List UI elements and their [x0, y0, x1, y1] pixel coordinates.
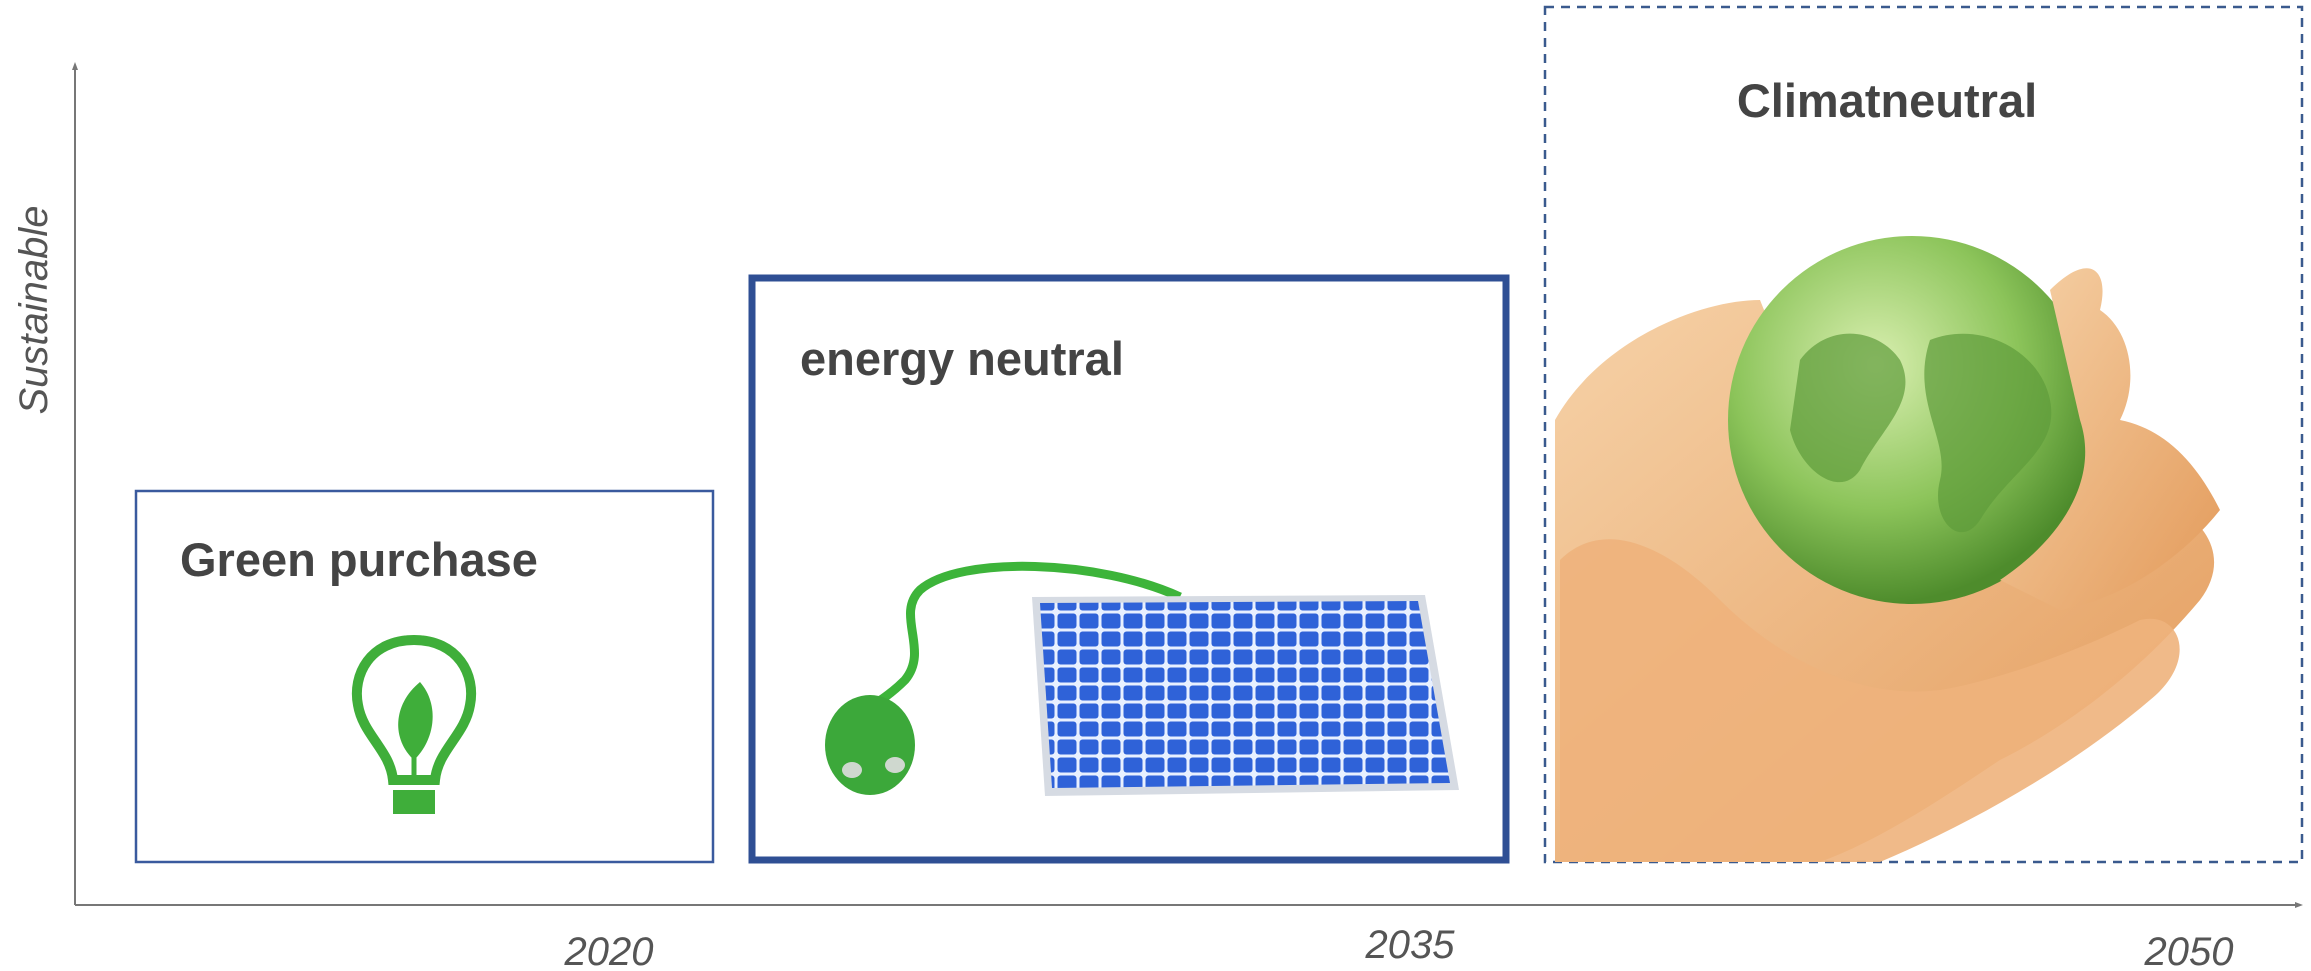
y-axis-label: Sustainable — [12, 205, 56, 414]
globe-hands-image — [1555, 236, 2220, 862]
stage-title: Green purchase — [180, 533, 538, 586]
x-label: 2050 — [2144, 930, 2234, 971]
page: {"axis": {"y_label": "Sustainable", "x_l… — [0, 0, 2311, 971]
diagram: Sustainable 2020 2035 2050 Green purchas… — [0, 0, 2311, 971]
stage-title: Climatneutral — [1737, 74, 2037, 127]
x-arrow — [2295, 902, 2303, 908]
y-arrow — [72, 62, 78, 70]
bulb-icon — [357, 640, 471, 814]
stage-title: energy neutral — [800, 332, 1124, 385]
x-label: 2020 — [564, 930, 654, 971]
solar-plug-image — [825, 566, 1459, 796]
x-label: 2035 — [1365, 923, 1456, 967]
